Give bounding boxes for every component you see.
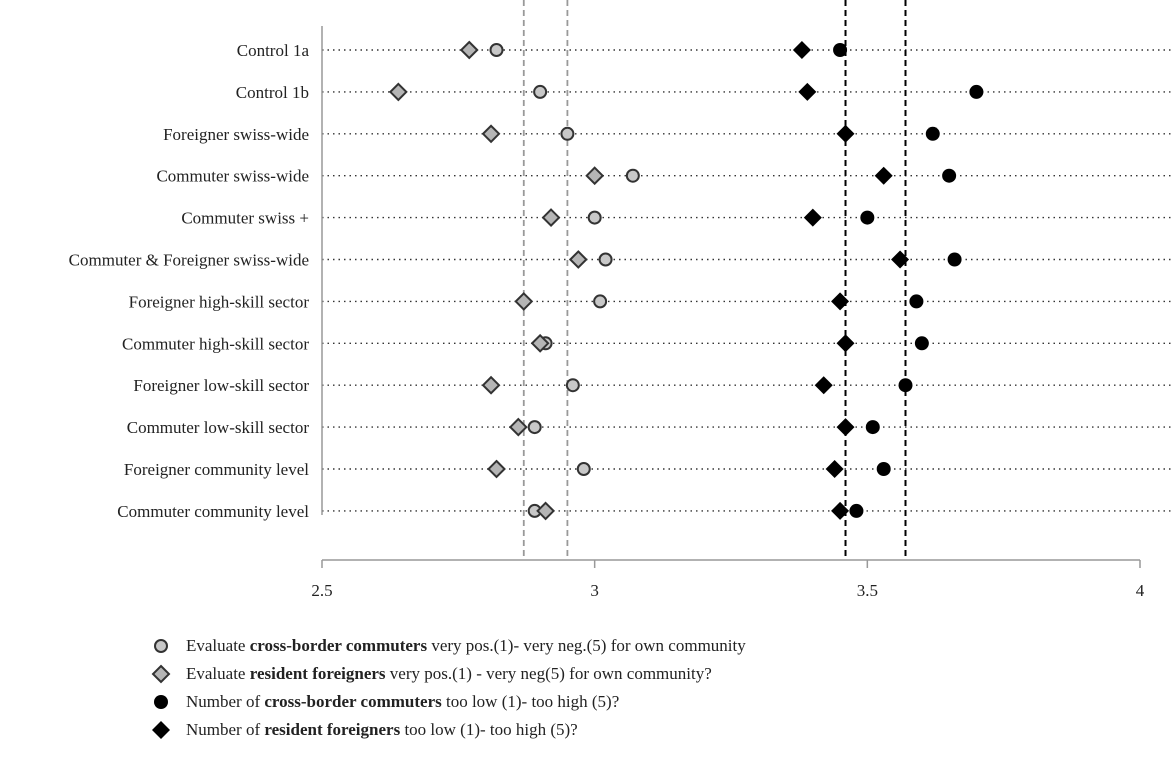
point-eval_foreigners — [585, 166, 605, 186]
point-num_commuters — [898, 378, 913, 393]
point-eval_foreigners — [568, 250, 588, 269]
point-num_commuters — [849, 503, 864, 518]
point-num_commuters — [925, 126, 940, 141]
category-label: Commuter swiss + — [181, 209, 309, 228]
point-eval_foreigners — [481, 124, 501, 144]
point-eval_commuters — [593, 294, 608, 309]
point-eval_foreigners — [541, 208, 561, 228]
category-label: Foreigner community level — [124, 460, 309, 479]
x-tick-label: 3 — [590, 581, 599, 600]
point-eval_commuters — [598, 252, 613, 267]
category-label: Commuter low-skill sector — [127, 418, 310, 437]
point-num_foreigners — [836, 124, 855, 143]
point-num_commuters — [865, 420, 880, 435]
point-eval_commuters — [533, 84, 548, 99]
point-num_commuters — [947, 252, 962, 267]
point-num_foreigners — [831, 501, 850, 520]
point-eval_commuters — [560, 126, 575, 141]
x-tick-label: 2.5 — [311, 581, 332, 600]
point-num_commuters — [909, 294, 924, 309]
point-eval_commuters — [527, 420, 542, 435]
category-label: Commuter high-skill sector — [122, 334, 309, 353]
point-eval_foreigners — [508, 417, 528, 437]
category-label: Foreigner swiss-wide — [163, 125, 309, 144]
x-axis-ticks: 2.5 3 3.5 4 — [311, 560, 1145, 600]
point-eval_commuters — [587, 210, 602, 225]
point-eval_commuters — [489, 43, 504, 57]
legend-text: Evaluate resident foreigners very pos.(1… — [186, 664, 712, 683]
point-eval_foreigners — [487, 459, 506, 479]
legend: Evaluate cross-border commuters very pos… — [150, 632, 746, 744]
gray-diamond-icon — [151, 664, 171, 684]
point-num_foreigners — [836, 418, 855, 437]
legend-item-eval-commuters: Evaluate cross-border commuters very pos… — [150, 632, 746, 660]
point-num_foreigners — [814, 376, 833, 395]
point-num_commuters — [969, 84, 984, 99]
legend-text: Number of cross-border commuters too low… — [186, 692, 620, 711]
point-num_commuters — [942, 168, 957, 183]
point-eval_foreigners — [514, 291, 534, 311]
category-label: Control 1a — [237, 41, 310, 60]
point-num_commuters — [914, 336, 929, 351]
data-points — [388, 40, 984, 521]
category-label: Commuter & Foreigner swiss-wide — [69, 251, 309, 270]
dot-plot-chart: 2.5 3 3.5 4 Control 1a Control 1b Foreigner s… — [69, 0, 1172, 600]
point-num_foreigners — [825, 460, 844, 478]
point-eval_foreigners — [481, 375, 501, 395]
point-eval_commuters — [576, 462, 591, 476]
point-eval_foreigners — [536, 501, 556, 521]
point-num_foreigners — [798, 82, 817, 101]
category-label: Commuter community level — [117, 502, 309, 521]
point-eval_foreigners — [459, 40, 479, 60]
legend-item-num-foreigners: Number of resident foreigners too low (1… — [150, 716, 746, 744]
legend-item-eval-foreigners: Evaluate resident foreigners very pos.(1… — [150, 660, 746, 688]
point-eval_commuters — [565, 378, 580, 393]
legend-text: Evaluate cross-border commuters very pos… — [186, 636, 746, 655]
point-num_foreigners — [874, 166, 893, 185]
point-num_foreigners — [803, 208, 822, 227]
point-eval_foreigners — [530, 333, 550, 353]
point-num_foreigners — [792, 41, 811, 59]
category-labels: Control 1a Control 1b Foreigner swiss-wide… — [69, 41, 310, 521]
gray-circle-icon — [154, 639, 168, 653]
category-guide-lines — [322, 49, 1172, 512]
category-label: Control 1b — [236, 83, 309, 102]
legend-item-num-commuters: Number of cross-border commuters too low… — [150, 688, 746, 716]
point-num_foreigners — [831, 292, 850, 311]
legend-text: Number of resident foreigners too low (1… — [186, 720, 578, 739]
reference-lines — [522, 0, 907, 560]
category-label: Commuter swiss-wide — [156, 167, 309, 186]
point-num_commuters — [833, 43, 848, 57]
black-diamond-icon — [152, 721, 170, 739]
point-num_commuters — [876, 462, 891, 476]
point-eval_commuters — [625, 168, 640, 183]
category-label: Foreigner low-skill sector — [133, 376, 309, 395]
black-circle-icon — [154, 695, 168, 709]
point-num_foreigners — [836, 334, 855, 353]
category-label: Foreigner high-skill sector — [129, 292, 310, 311]
x-tick-label: 3.5 — [857, 581, 878, 600]
point-num_foreigners — [891, 250, 910, 269]
point-num_commuters — [860, 210, 875, 225]
x-tick-label: 4 — [1136, 581, 1145, 600]
point-eval_foreigners — [388, 82, 408, 102]
